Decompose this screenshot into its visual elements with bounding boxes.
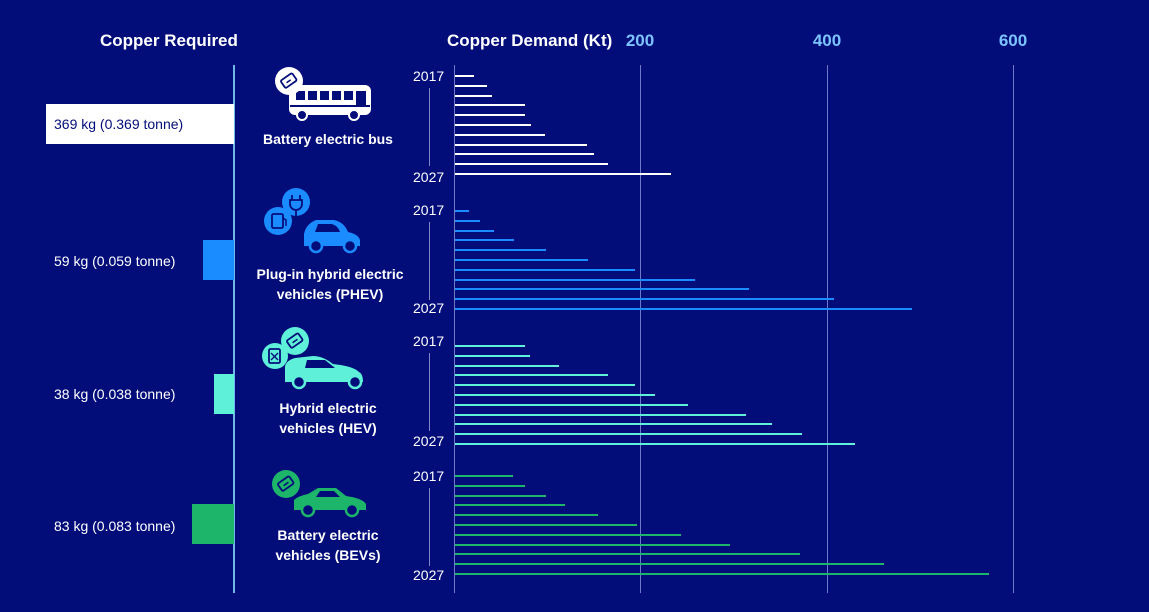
demand-bar-hev-2021 [455,384,635,387]
demand-bar-bus-2020 [455,104,525,107]
demand-bar-phev-2018 [455,219,481,222]
demand-bar-phev-2019 [455,229,495,232]
bus-icon [275,67,371,121]
category-label-bev-line2: vehicles (BEVs) [275,547,381,563]
demand-bar-hev-2017 [455,345,525,347]
category-label-bus: Battery electric bus [238,129,418,149]
demand-bar-hev-2024 [455,413,746,416]
demand-bar-hev-2025 [455,423,772,426]
demand-bar-bev-2017 [455,475,513,477]
year-bracket-hev [429,353,430,431]
demand-bar-bus-2026 [455,163,608,166]
year-start-label-hev: 2017 [413,333,445,349]
x-tick-label-200: 200 [625,31,655,50]
copper-required-bar-phev [203,240,234,280]
demand-bar-bev-2018 [455,484,525,487]
x-tick-label-600: 600 [998,31,1028,50]
category-label-hev: Hybrid electric vehicles (HEV) [238,398,418,438]
bev-car-icon [272,470,366,518]
copper-required-bar-hev [214,374,234,414]
demand-bar-hev-2020 [455,374,608,377]
gridline-axis [454,65,455,593]
gridline-200 [640,65,641,593]
category-label-bus-line1: Battery electric bus [263,131,393,147]
year-start-label-bev: 2017 [413,468,445,484]
copper-demand-header: Copper Demand (Kt) [447,31,613,50]
copper-required-label-hev: 38 kg (0.038 tonne) [54,386,176,402]
year-end-label-bus: 2027 [413,169,445,185]
demand-bar-phev-2027 [455,308,912,310]
demand-bar-phev-2025 [455,288,750,291]
demand-bar-bev-2025 [455,553,800,556]
demand-bar-hev-2018 [455,354,530,357]
demand-bar-bev-2027 [455,573,989,575]
copper-required-header: Copper Required [100,31,238,50]
demand-bar-bus-2025 [455,153,594,156]
demand-bar-bus-2027 [455,173,672,175]
hev-car-icon [262,327,363,390]
demand-bar-bev-2022 [455,524,637,526]
demand-bar-bev-2019 [455,494,547,497]
demand-bar-hev-2023 [455,403,688,406]
demand-bar-bev-2020 [455,504,565,507]
year-bracket-bev [429,488,430,566]
category-label-bev: Battery electric vehicles (BEVs) [238,525,418,565]
copper-required-label-bev: 83 kg (0.083 tonne) [54,518,176,534]
demand-bar-bus-2022 [455,124,532,126]
year-start-label-phev: 2017 [413,202,445,218]
category-label-bev-line1: Battery electric [277,527,379,543]
demand-bar-phev-2021 [455,249,547,252]
category-label-phev-line2: vehicles (PHEV) [276,286,384,302]
demand-bar-hev-2022 [455,394,656,396]
copper-required-bar-bus [46,104,234,144]
copper-required-label-bus: 369 kg (0.369 tonne) [54,116,184,132]
demand-bar-hev-2027 [455,443,855,445]
demand-bar-bev-2024 [455,543,730,546]
demand-bar-bus-2024 [455,143,588,146]
gridline-600 [1013,65,1014,593]
demand-bar-bus-2017 [455,75,474,77]
year-bracket-phev [429,222,430,300]
year-end-label-bev: 2027 [413,567,445,583]
demand-bar-phev-2023 [455,268,635,271]
category-label-hev-line2: vehicles (HEV) [279,420,377,436]
demand-bar-phev-2017 [455,210,469,212]
year-bracket-bus [429,88,430,166]
copper-required-divider [233,65,235,593]
demand-bar-bev-2026 [455,563,884,566]
demand-bar-hev-2019 [455,364,560,367]
year-start-label-bus: 2017 [413,68,445,84]
demand-bar-phev-2026 [455,298,835,301]
demand-bar-bev-2023 [455,533,682,536]
year-end-label-phev: 2027 [413,300,445,316]
x-tick-label-400: 400 [812,31,842,50]
demand-bar-phev-2024 [455,278,696,281]
phev-car-icon [264,188,360,254]
category-label-phev-line1: Plug-in hybrid electric [256,266,404,282]
demand-bar-hev-2026 [455,433,802,436]
gridline-400 [827,65,828,593]
demand-bar-phev-2022 [455,259,589,261]
demand-bar-bus-2019 [455,94,493,97]
category-label-hev-line1: Hybrid electric [279,400,377,416]
category-label-phev: Plug-in hybrid electric vehicles (PHEV) [240,264,420,304]
year-end-label-hev: 2027 [413,433,445,449]
copper-required-bar-bev [192,504,234,544]
copper-required-label-phev: 59 kg (0.059 tonne) [54,253,176,269]
demand-bar-phev-2020 [455,239,514,242]
demand-bar-bus-2021 [455,114,525,117]
demand-bar-bev-2021 [455,514,599,517]
demand-bar-bus-2023 [455,133,546,136]
demand-bar-bus-2018 [455,84,487,87]
